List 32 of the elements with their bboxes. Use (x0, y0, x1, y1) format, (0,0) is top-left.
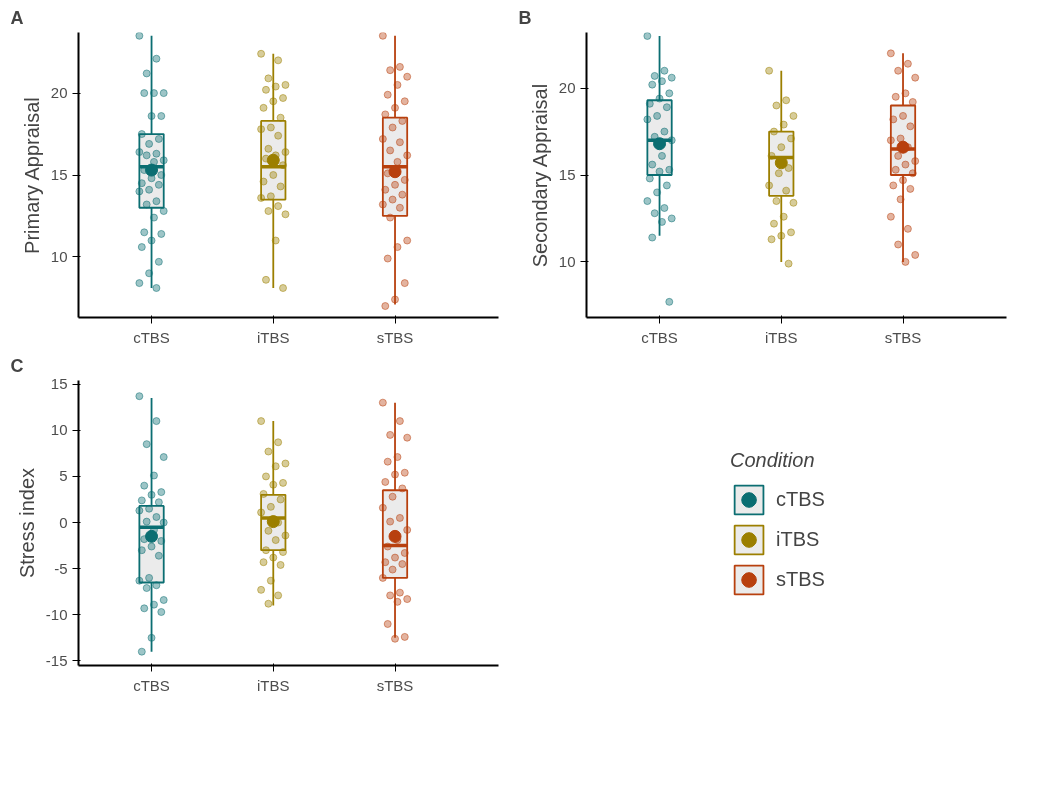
y-tick-label: 10 (50, 247, 68, 265)
chart-title: A (10, 7, 24, 28)
y-tick-label: 15 (558, 166, 576, 183)
y-tick-label: 5 (59, 467, 68, 485)
y-axis-title: Secondary Appraisal (528, 83, 551, 268)
x-tick-label: sTBS (884, 328, 922, 346)
legend-label: cTBS (776, 487, 825, 511)
y-tick-label: 20 (558, 79, 576, 97)
x-tick-label: sTBS (376, 676, 414, 694)
y-axis-title: Primary Appraisal (20, 97, 43, 254)
x-tick-label: sTBS (376, 328, 414, 346)
chart-title: B (518, 7, 532, 28)
y-tick-label: 15 (50, 375, 68, 393)
y-tick-label: -15 (45, 651, 68, 669)
y-tick-label: -5 (54, 559, 68, 577)
x-tick-label: iTBS (765, 328, 798, 346)
x-tick-label: iTBS (257, 328, 290, 346)
y-tick-label: 10 (50, 421, 68, 439)
y-tick-label: 15 (50, 166, 68, 183)
y-axis-title: Stress index (15, 467, 38, 579)
y-tick-label: 0 (59, 513, 68, 531)
x-tick-label: iTBS (257, 676, 290, 694)
y-tick-label: 10 (558, 252, 576, 270)
chart-title: C (10, 355, 24, 376)
y-tick-label: -10 (45, 605, 68, 623)
x-tick-label: cTBS (641, 328, 678, 346)
legend-label: iTBS (776, 527, 820, 551)
legend-label: sTBS (776, 567, 825, 591)
y-tick-label: 20 (50, 84, 68, 102)
x-tick-label: cTBS (133, 676, 170, 694)
x-tick-label: cTBS (133, 328, 170, 346)
legend-title: Condition (730, 448, 816, 471)
